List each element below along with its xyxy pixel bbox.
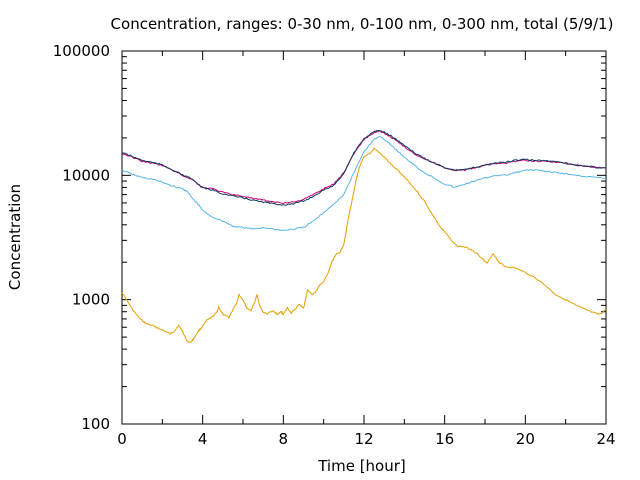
y-tick-label: 10000 — [62, 166, 110, 184]
x-tick-label: 0 — [117, 430, 127, 448]
series-layer — [121, 129, 607, 343]
chart-title: Concentration, ranges: 0-30 nm, 0-100 nm… — [111, 15, 614, 33]
x-axis-label: Time [hour] — [317, 457, 406, 475]
x-tick-label: 12 — [354, 430, 373, 448]
series-line — [121, 147, 607, 343]
x-tick-label: 8 — [279, 430, 289, 448]
series-line — [121, 129, 606, 206]
y-tick-label: 100 — [81, 415, 110, 433]
plot-area-frame — [121, 50, 607, 425]
x-tick-label: 20 — [516, 430, 535, 448]
x-tick-label: 4 — [198, 430, 208, 448]
y-axis-label: Concentration — [6, 184, 24, 290]
y-tick-label: 1000 — [72, 291, 110, 309]
x-axis: 0 4 8 12 16 20 24 — [117, 51, 616, 448]
series-line — [121, 130, 607, 205]
x-tick-label: 16 — [435, 430, 454, 448]
y-axis: 100 1000 10000 100000 — [53, 42, 606, 433]
y-tick-label: 100000 — [53, 42, 110, 60]
x-tick-label: 24 — [596, 430, 615, 448]
series-line — [121, 136, 607, 232]
